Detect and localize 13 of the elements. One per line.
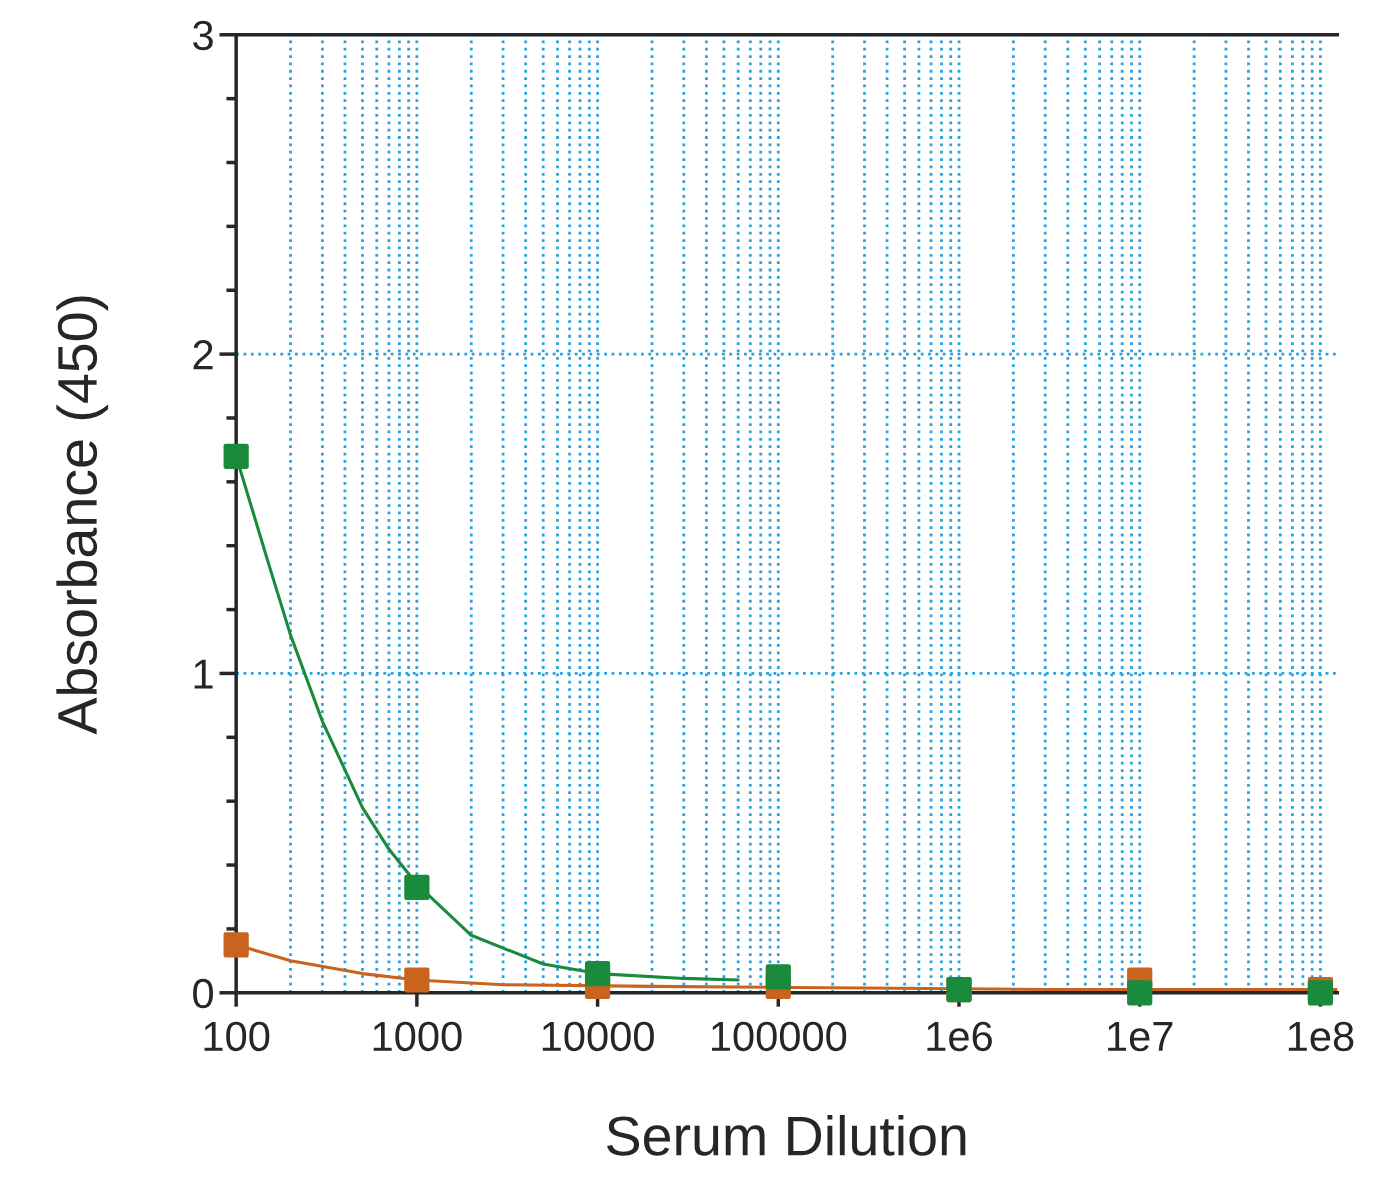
- x-tick-label: 100000: [711, 1021, 847, 1052]
- y-axis-title: Absorbance (450): [56, 296, 109, 735]
- y-tick-label: 2: [193, 340, 213, 370]
- x-tick-label: 100: [204, 1021, 270, 1052]
- y-tick-label: 1: [194, 659, 213, 689]
- x-tick-label: 1e7: [1108, 1022, 1173, 1052]
- x-tick-label: 10000: [542, 1021, 654, 1052]
- x-tick-label: 1e6: [927, 1021, 992, 1052]
- y-tick-label: 3: [193, 20, 213, 51]
- x-tick-label: 1e8: [1288, 1021, 1354, 1052]
- y-tick-label: 0: [193, 978, 213, 1009]
- x-axis-title: Serum Dilution: [607, 1114, 966, 1156]
- x-tick-label: 1000: [373, 1021, 462, 1052]
